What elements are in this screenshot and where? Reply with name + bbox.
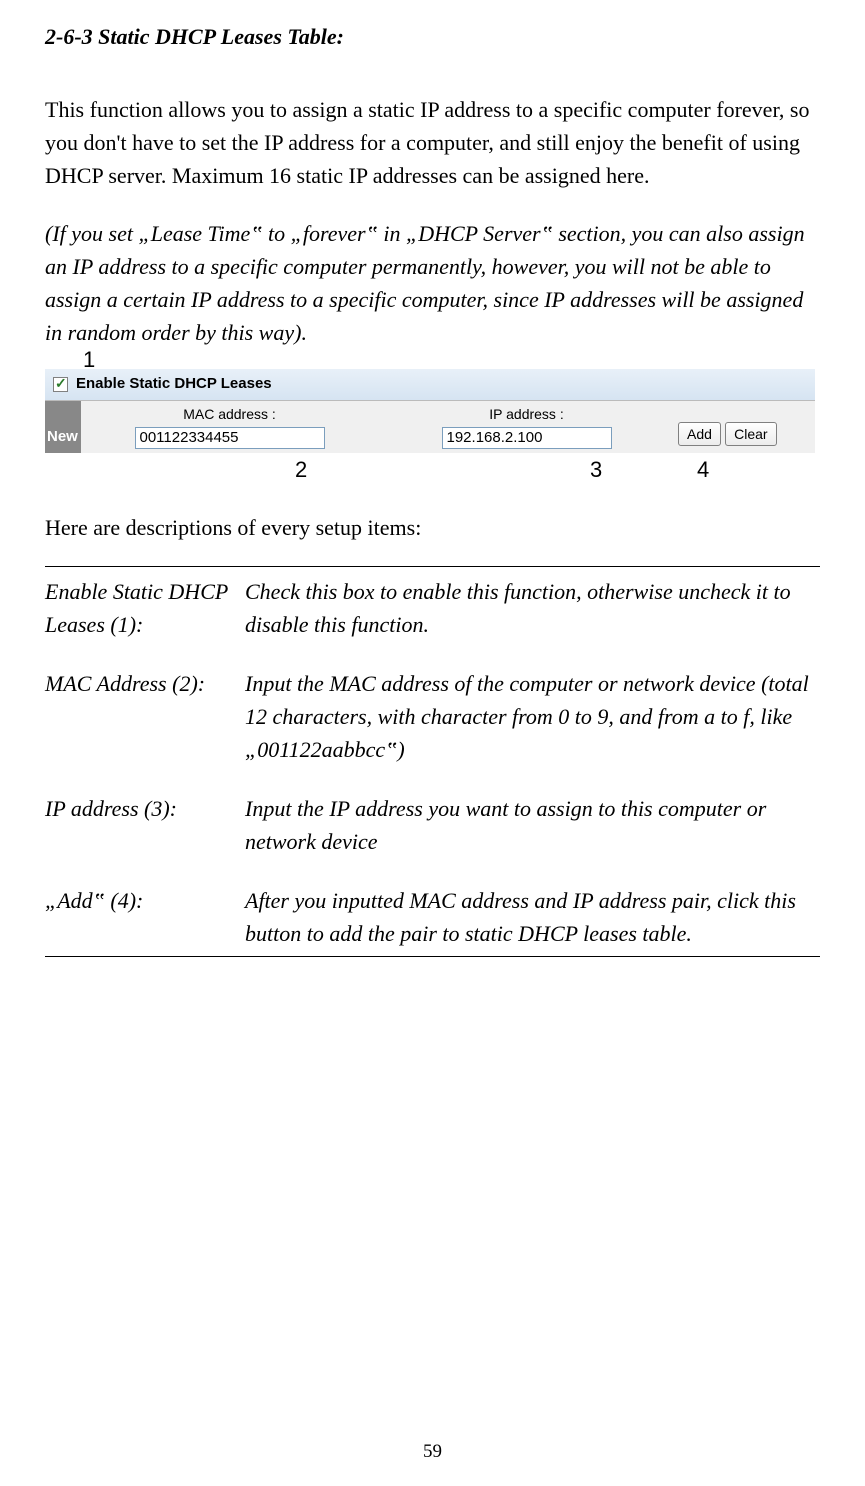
callouts-row: 2 3 4 [45,453,820,481]
callout-1: 1 [83,343,95,376]
add-button[interactable]: Add [678,422,721,446]
screenshot-header: Enable Static DHCP Leases [45,369,815,401]
section-title: 2-6-3 Static DHCP Leases Table: [45,20,820,53]
mac-address-input[interactable] [135,427,325,449]
note-paragraph: (If you set „Lease Time‟ to „forever‟ in… [45,217,820,349]
ip-address-label: IP address : [381,404,672,425]
row-label: Enable Static DHCP Leases (1): [45,575,245,641]
table-row: „Add‟ (4): After you inputted MAC addres… [45,884,820,950]
mac-address-label: MAC address : [84,404,375,425]
table-row: MAC Address (2): Input the MAC address o… [45,667,820,766]
mac-column: MAC address : [81,401,378,453]
screenshot-input-row: New MAC address : IP address : Add Clear [45,401,815,453]
row-label: „Add‟ (4): [45,884,245,950]
intro-paragraph: This function allows you to assign a sta… [45,93,820,192]
descriptions-table: Enable Static DHCP Leases (1): Check thi… [45,566,820,957]
table-row: IP address (3): Input the IP address you… [45,792,820,858]
row-label: MAC Address (2): [45,667,245,766]
callout-4: 4 [697,453,709,486]
screenshot-panel: Enable Static DHCP Leases New MAC addres… [45,369,815,453]
new-row-label: New [45,401,81,453]
enable-static-dhcp-checkbox[interactable] [53,377,68,392]
page-number: 59 [0,1438,865,1467]
table-row: Enable Static DHCP Leases (1): Check thi… [45,575,820,641]
descriptions-intro: Here are descriptions of every setup ite… [45,511,820,544]
row-text: After you inputted MAC address and IP ad… [245,884,820,950]
enable-static-dhcp-label: Enable Static DHCP Leases [76,373,272,396]
row-text: Check this box to enable this function, … [245,575,820,641]
row-text: Input the MAC address of the computer or… [245,667,820,766]
row-label: IP address (3): [45,792,245,858]
ip-address-input[interactable] [442,427,612,449]
callout-3: 3 [590,453,602,486]
screenshot-wrapper: 1 Enable Static DHCP Leases New MAC addr… [45,369,820,481]
button-column: Add Clear [675,404,815,450]
callout-2: 2 [295,453,307,486]
ip-column: IP address : [378,401,675,453]
row-text: Input the IP address you want to assign … [245,792,820,858]
clear-button[interactable]: Clear [725,422,776,446]
